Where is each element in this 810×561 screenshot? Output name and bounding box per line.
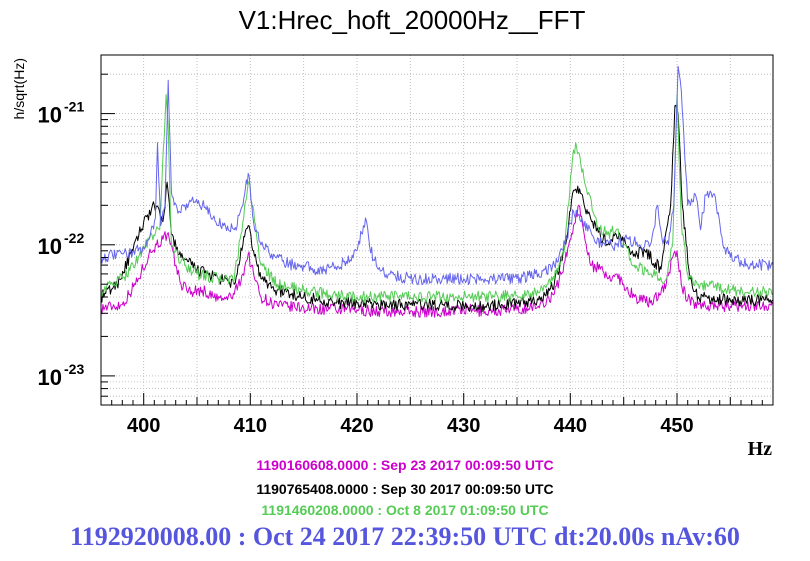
x-axis-label: Hz xyxy=(748,438,773,460)
y-tick-label: 10 xyxy=(38,234,62,259)
legend-entry-sep30: 1190765408.0000 : Sep 30 2017 00:09:50 U… xyxy=(256,481,554,497)
y-tick-exponent: -22 xyxy=(64,230,84,246)
x-tick-label: 440 xyxy=(554,415,587,437)
y-tick-exponent: -23 xyxy=(64,361,84,377)
x-tick-label: 430 xyxy=(447,415,480,437)
legend-entry-oct8: 1191460208.0000 : Oct 8 2017 01:09:50 UT… xyxy=(261,502,549,518)
plot-frame xyxy=(100,54,774,406)
y-tick-label: 10 xyxy=(38,365,62,390)
x-tick-label: 410 xyxy=(234,415,267,437)
grid-layer xyxy=(101,55,773,405)
series-layer xyxy=(100,65,774,318)
series-line-sep23 xyxy=(100,204,774,318)
y-axis-label: h/sqrt(Hz) xyxy=(11,58,27,119)
series-line-oct8 xyxy=(100,94,774,304)
x-tick-label: 420 xyxy=(340,415,373,437)
series-line-oct24 xyxy=(100,65,774,286)
legend-entry-sep23: 1190160608.0000 : Sep 23 2017 00:09:50 U… xyxy=(256,457,554,473)
x-tick-label: 400 xyxy=(127,415,160,437)
y-tick-label: 10 xyxy=(38,103,62,128)
legend-entry-oct24: 1192920008.00 : Oct 24 2017 22:39:50 UTC… xyxy=(70,522,740,551)
chart-title: V1:Hrec_hoft_20000Hz__FFT xyxy=(239,5,586,35)
x-tick-label: 450 xyxy=(660,415,693,437)
y-tick-exponent: -21 xyxy=(64,99,84,115)
